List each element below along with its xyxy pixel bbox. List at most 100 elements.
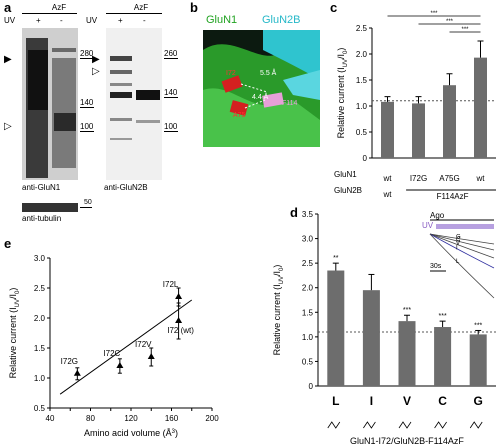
chart-e-ytick-label: 1.0 <box>34 374 46 383</box>
chart-c-category-label: I72G <box>410 174 427 183</box>
chart-e-xtick-label: 40 <box>46 414 55 423</box>
chart-c-ylabel: Relative current (IUV/I0) <box>336 48 349 139</box>
inset-trace-label: L <box>456 259 460 265</box>
blot1-marker-tick-100 <box>80 131 94 132</box>
blot1-marker-tick-280 <box>80 58 94 59</box>
chart-c-row-gluN1: GluN1 <box>334 170 357 179</box>
residue-F114: F114 <box>282 100 298 107</box>
tubulin-band <box>22 203 78 212</box>
blot1-gluN1-image <box>22 28 78 180</box>
chart-c-row-gluN2B: GluN2B <box>334 186 363 195</box>
chart-c-gluN2B-wt: wt <box>383 190 393 199</box>
chart-d-category-label: V <box>403 394 411 408</box>
blot2-arrow-filled: ▶ <box>92 54 100 65</box>
inset-trace <box>429 233 495 245</box>
inset-ago-label: Ago <box>430 211 445 220</box>
chart-e-point-label: I72 (wt) <box>167 326 194 335</box>
blot2-antibody-label: anti-GluN2B <box>104 183 148 192</box>
chart-d-bar <box>327 270 345 386</box>
chart-c-bar <box>443 85 456 158</box>
chart-e-point <box>147 353 155 359</box>
panel-b-label: b <box>190 0 198 15</box>
blot2-marker-100: 100 <box>164 122 178 131</box>
blot1-lane-minus: - <box>60 16 63 25</box>
chart-e-ytick-label: 0.5 <box>34 404 46 413</box>
blot1-azf-header: AzF <box>51 3 67 12</box>
blot1-marker-280: 280 <box>80 49 94 58</box>
chart-d-sidechain-icon <box>469 421 483 429</box>
chart-d-bar <box>398 321 416 386</box>
inset-uv-label: UV <box>422 221 434 230</box>
chart-c-category-label: wt <box>383 174 393 183</box>
blot2-marker-tick-260 <box>164 58 178 59</box>
blot2-arrow-open: ▷ <box>92 66 100 77</box>
inset-trace-label: G <box>456 235 461 241</box>
chart-c-sig-label: *** <box>461 27 469 33</box>
chart-d-sidechain-icon <box>434 421 447 429</box>
chart-c-ytick-label: 1.5 <box>356 76 368 85</box>
chart-c-ytick-label: 2.0 <box>356 50 368 59</box>
chart-d-category-label: G <box>474 394 483 408</box>
blot2-lane-minus: - <box>143 16 146 25</box>
chart-c-category-label: A75G <box>439 174 459 183</box>
chart-d-category-label: C <box>438 394 447 408</box>
chart-d-category-label: L <box>332 394 339 408</box>
blot2-marker-tick-100 <box>164 131 178 132</box>
chart-d-bottom-label: GluN1-I72/GluN2B-F114AzF <box>350 436 464 446</box>
panel-c-label: c <box>330 0 338 15</box>
chart-d-sidechain-icon <box>363 421 376 429</box>
chart-e-point <box>116 362 124 368</box>
blot1-marker-tick-140 <box>80 107 94 108</box>
chart-d-category-label: I <box>370 394 373 408</box>
chart-c-ytick-label: 1.0 <box>356 102 368 111</box>
chart-e-fit-line <box>59 299 193 395</box>
blot1-uv-label: UV <box>4 16 16 25</box>
chart-e-ytick-label: 1.5 <box>34 344 46 353</box>
chart-e-point <box>175 293 183 299</box>
chart-e-xtick-label: 120 <box>124 414 138 423</box>
chart-e-ylabel: Relative current (IUV/I0) <box>8 288 21 379</box>
panel-a-label: a <box>4 0 12 15</box>
structure-title-gluN1: GluN1 <box>206 14 238 26</box>
chart-d-ytick-label: 3.5 <box>302 210 314 219</box>
chart-d-ytick-label: 0.5 <box>302 357 314 366</box>
panel-d-label: d <box>290 205 298 220</box>
chart-c-ytick-label: 2.5 <box>356 24 368 33</box>
blot2-azf-header: AzF <box>133 3 149 12</box>
chart-e-ytick-label: 3.0 <box>34 254 46 263</box>
inset-trace <box>429 233 495 269</box>
distance-5.5: 5.5 Å <box>260 70 277 77</box>
chart-c-bar <box>412 103 425 158</box>
inset-trace <box>429 233 495 259</box>
chart-c-ytick-label: 0.5 <box>356 128 368 137</box>
chart-e-point <box>175 317 183 323</box>
blot1-marker-100: 100 <box>80 122 94 131</box>
distance-4.4: 4.4 Å <box>252 94 269 101</box>
chart-e-ytick-label: 2.5 <box>34 284 46 293</box>
chart-c-bar <box>474 57 487 158</box>
blot2-gluN2B-image <box>106 28 162 180</box>
blot2-marker-tick-140 <box>164 97 178 98</box>
protein-structure-image <box>203 30 320 147</box>
inset-trace-label: C <box>456 237 461 243</box>
chart-d-ytick-label: 1.0 <box>302 333 314 342</box>
blot1-marker-140: 140 <box>80 98 94 107</box>
chart-d-sig-label: *** <box>439 313 447 320</box>
inset-time-label: 30s <box>430 263 442 270</box>
chart-d-sig-label: ** <box>333 255 339 262</box>
chart-e-point-label: I72L <box>163 280 179 289</box>
chart-d-bar <box>362 290 380 386</box>
inset-trace-label: I <box>456 245 458 251</box>
chart-d-ytick-label: 3.0 <box>302 235 314 244</box>
chart-c-category-label: wt <box>476 174 486 183</box>
chart-d-svg: 0 0.5 1.0 1.5 2.0 2.5 3.0 3.5 Relative current (… <box>272 210 496 446</box>
blot2-uv-label: UV <box>86 16 98 25</box>
chart-d-ytick-label: 2.0 <box>302 284 314 293</box>
chart-d-bar <box>434 327 452 386</box>
blot1-lane-plus: + <box>36 16 41 25</box>
chart-e-point-label: I72V <box>135 340 152 349</box>
chart-d-ytick-label: 1.5 <box>302 308 314 317</box>
chart-e-xtick-label: 200 <box>205 414 219 423</box>
chart-d-ylabel: Relative current (IUV/I0) <box>272 265 285 356</box>
chart-e-xtick-label: 80 <box>86 414 95 423</box>
